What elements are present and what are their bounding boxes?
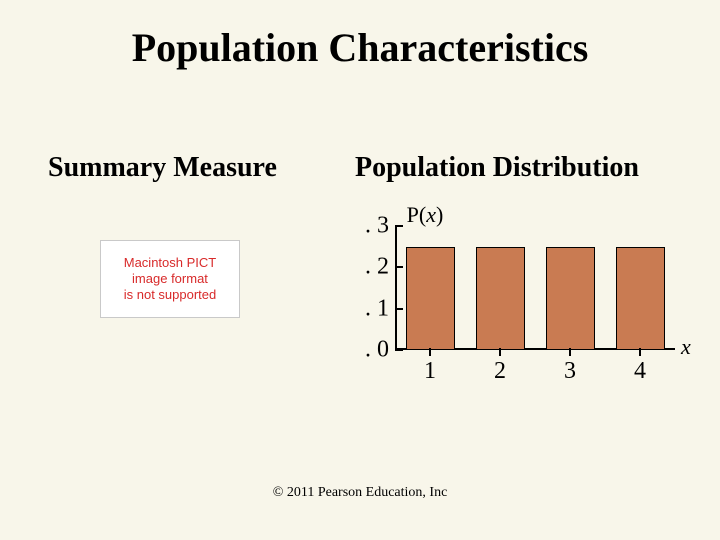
y-axis <box>395 226 397 350</box>
population-distribution-chart: . 0. 1. 2. 3P(x)1234x <box>395 226 675 350</box>
x-tick-label: 4 <box>634 350 646 385</box>
y-axis-title: P(x) <box>407 202 444 228</box>
y-tick <box>395 225 403 227</box>
bar <box>546 247 595 350</box>
y-tick-label: . 3 <box>365 213 395 240</box>
x-tick-label: 2 <box>494 350 506 385</box>
bar <box>476 247 525 350</box>
y-tick <box>395 349 403 351</box>
pict-placeholder-text: Macintosh PICTimage formatis not support… <box>124 255 217 304</box>
x-tick-label: 1 <box>424 350 436 385</box>
heading-population-distribution: Population Distribution <box>355 152 639 184</box>
x-tick-label: 3 <box>564 350 576 385</box>
y-tick-label: . 1 <box>365 295 395 322</box>
x-axis-title: x <box>681 334 691 360</box>
slide-title: Population Characteristics <box>0 24 720 71</box>
y-tick-label: . 0 <box>365 337 395 364</box>
bar <box>616 247 665 350</box>
y-tick <box>395 266 403 268</box>
bar <box>406 247 455 350</box>
slide-root: Population Characteristics Summary Measu… <box>0 0 720 540</box>
heading-summary-measure: Summary Measure <box>48 152 277 184</box>
copyright-footer: © 2011 Pearson Education, Inc <box>0 485 720 501</box>
y-tick <box>395 308 403 310</box>
pict-placeholder: Macintosh PICTimage formatis not support… <box>100 240 240 318</box>
y-tick-label: . 2 <box>365 254 395 281</box>
